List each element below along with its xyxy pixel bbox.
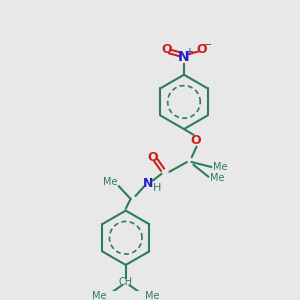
Text: Me: Me: [145, 291, 160, 300]
Text: H: H: [153, 183, 161, 193]
Text: N: N: [143, 177, 153, 190]
Text: O: O: [161, 43, 172, 56]
Text: Me: Me: [213, 162, 228, 172]
Text: Me: Me: [103, 178, 117, 188]
Text: CH: CH: [119, 278, 133, 287]
Text: Me: Me: [92, 291, 106, 300]
Text: O: O: [190, 134, 201, 147]
Text: −: −: [202, 40, 212, 50]
Text: N: N: [178, 50, 190, 64]
Text: Me: Me: [210, 172, 225, 183]
Text: +: +: [185, 47, 193, 57]
Text: O: O: [196, 43, 207, 56]
Text: O: O: [148, 151, 158, 164]
